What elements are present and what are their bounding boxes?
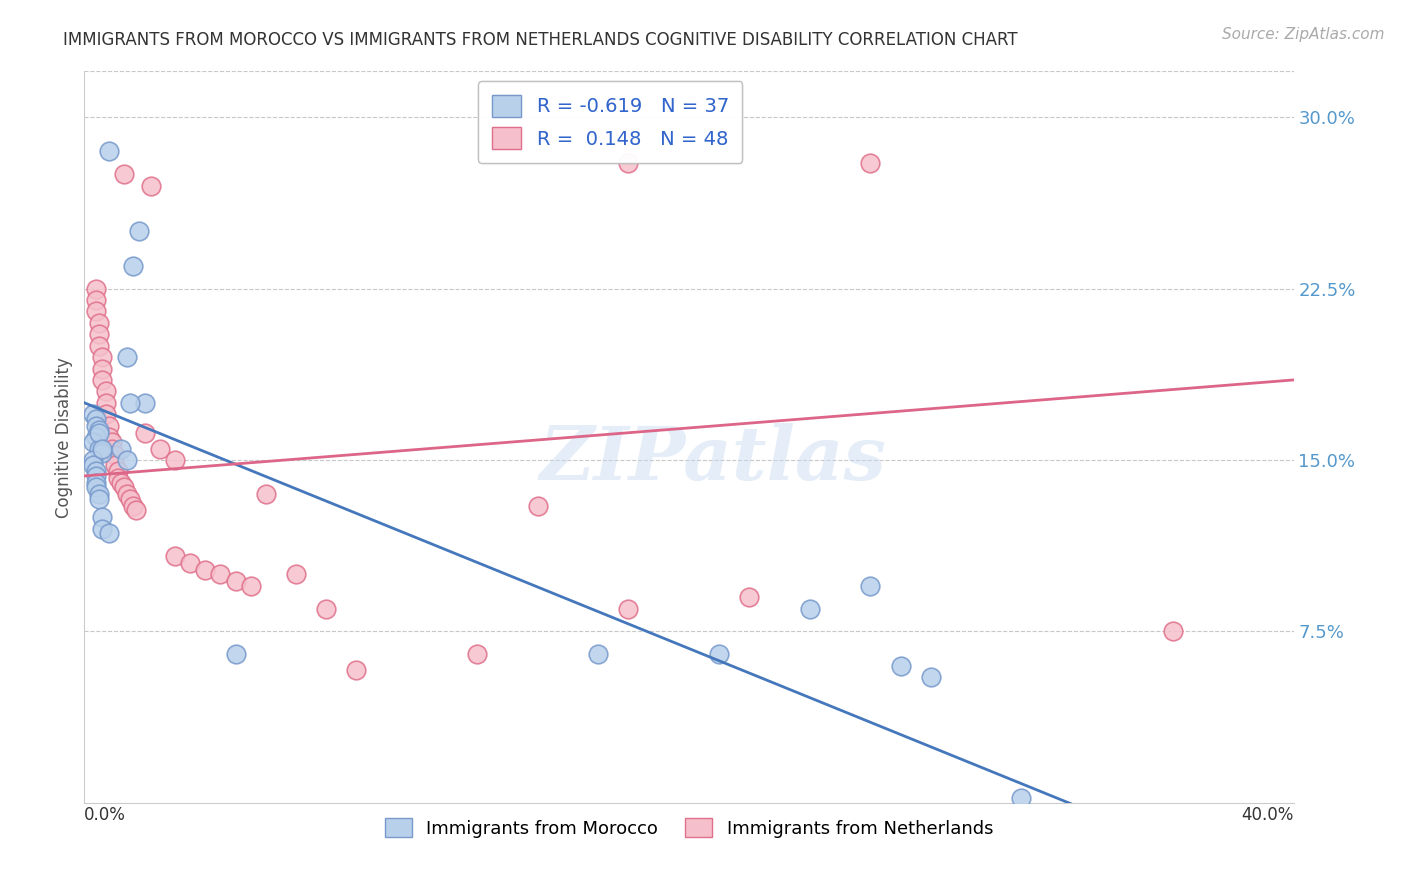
Text: 40.0%: 40.0% xyxy=(1241,806,1294,824)
Point xyxy=(115,350,138,364)
Point xyxy=(104,449,127,463)
Point xyxy=(97,430,120,444)
Point xyxy=(115,453,138,467)
Point xyxy=(121,499,143,513)
Point xyxy=(738,590,761,604)
Point xyxy=(179,556,201,570)
Point xyxy=(617,601,640,615)
Point xyxy=(89,442,111,456)
Point xyxy=(527,499,550,513)
Y-axis label: Cognitive Disability: Cognitive Disability xyxy=(55,357,73,517)
Point xyxy=(86,469,108,483)
Point xyxy=(86,480,108,494)
Point xyxy=(82,453,104,467)
Point xyxy=(859,155,882,169)
Point xyxy=(920,670,942,684)
Point xyxy=(94,384,117,399)
Point xyxy=(225,647,247,661)
Text: IMMIGRANTS FROM MOROCCO VS IMMIGRANTS FROM NETHERLANDS COGNITIVE DISABILITY CORR: IMMIGRANTS FROM MOROCCO VS IMMIGRANTS FR… xyxy=(63,31,1018,49)
Point xyxy=(86,464,108,478)
Point xyxy=(128,224,150,238)
Point xyxy=(239,579,262,593)
Point xyxy=(225,574,247,588)
Point xyxy=(110,475,132,490)
Point xyxy=(89,487,111,501)
Point xyxy=(467,647,489,661)
Point xyxy=(115,487,138,501)
Point xyxy=(134,425,156,440)
Point xyxy=(94,407,117,421)
Point xyxy=(121,259,143,273)
Point xyxy=(89,316,111,330)
Point xyxy=(1161,624,1184,639)
Point xyxy=(617,155,640,169)
Point xyxy=(165,453,187,467)
Point xyxy=(254,487,277,501)
Point xyxy=(112,480,135,494)
Point xyxy=(86,281,108,295)
Point xyxy=(165,549,187,563)
Point xyxy=(82,434,104,449)
Point xyxy=(315,601,337,615)
Point xyxy=(91,361,114,376)
Point xyxy=(112,167,135,181)
Point xyxy=(91,446,114,460)
Point xyxy=(285,567,308,582)
Legend: R = -0.619   N = 37, R =  0.148   N = 48: R = -0.619 N = 37, R = 0.148 N = 48 xyxy=(478,81,742,163)
Point xyxy=(118,491,141,506)
Point xyxy=(97,418,120,433)
Point xyxy=(149,442,172,456)
Point xyxy=(91,510,114,524)
Point xyxy=(86,304,108,318)
Point xyxy=(82,407,104,421)
Point xyxy=(86,430,108,444)
Point xyxy=(799,601,821,615)
Text: 0.0%: 0.0% xyxy=(84,806,127,824)
Point xyxy=(86,475,108,490)
Point xyxy=(110,442,132,456)
Point xyxy=(209,567,232,582)
Point xyxy=(89,425,111,440)
Point xyxy=(86,418,108,433)
Point xyxy=(86,293,108,307)
Point xyxy=(107,471,129,485)
Point xyxy=(588,647,610,661)
Point xyxy=(100,442,122,456)
Point xyxy=(134,396,156,410)
Point xyxy=(91,350,114,364)
Point xyxy=(86,412,108,426)
Text: Source: ZipAtlas.com: Source: ZipAtlas.com xyxy=(1222,27,1385,42)
Point xyxy=(82,458,104,472)
Point xyxy=(91,373,114,387)
Point xyxy=(104,458,127,472)
Point xyxy=(89,491,111,506)
Point xyxy=(89,423,111,437)
Point xyxy=(91,442,114,456)
Point xyxy=(1011,791,1033,805)
Point xyxy=(890,658,912,673)
Point xyxy=(139,178,162,193)
Point xyxy=(94,396,117,410)
Point xyxy=(709,647,731,661)
Point xyxy=(91,521,114,535)
Text: ZIPatlas: ZIPatlas xyxy=(540,423,887,495)
Point xyxy=(125,503,148,517)
Point xyxy=(107,464,129,478)
Point xyxy=(89,338,111,352)
Point xyxy=(194,563,217,577)
Point xyxy=(859,579,882,593)
Point xyxy=(89,327,111,342)
Point xyxy=(118,396,141,410)
Point xyxy=(346,663,368,677)
Point xyxy=(97,145,120,159)
Point xyxy=(97,526,120,541)
Point xyxy=(100,434,122,449)
